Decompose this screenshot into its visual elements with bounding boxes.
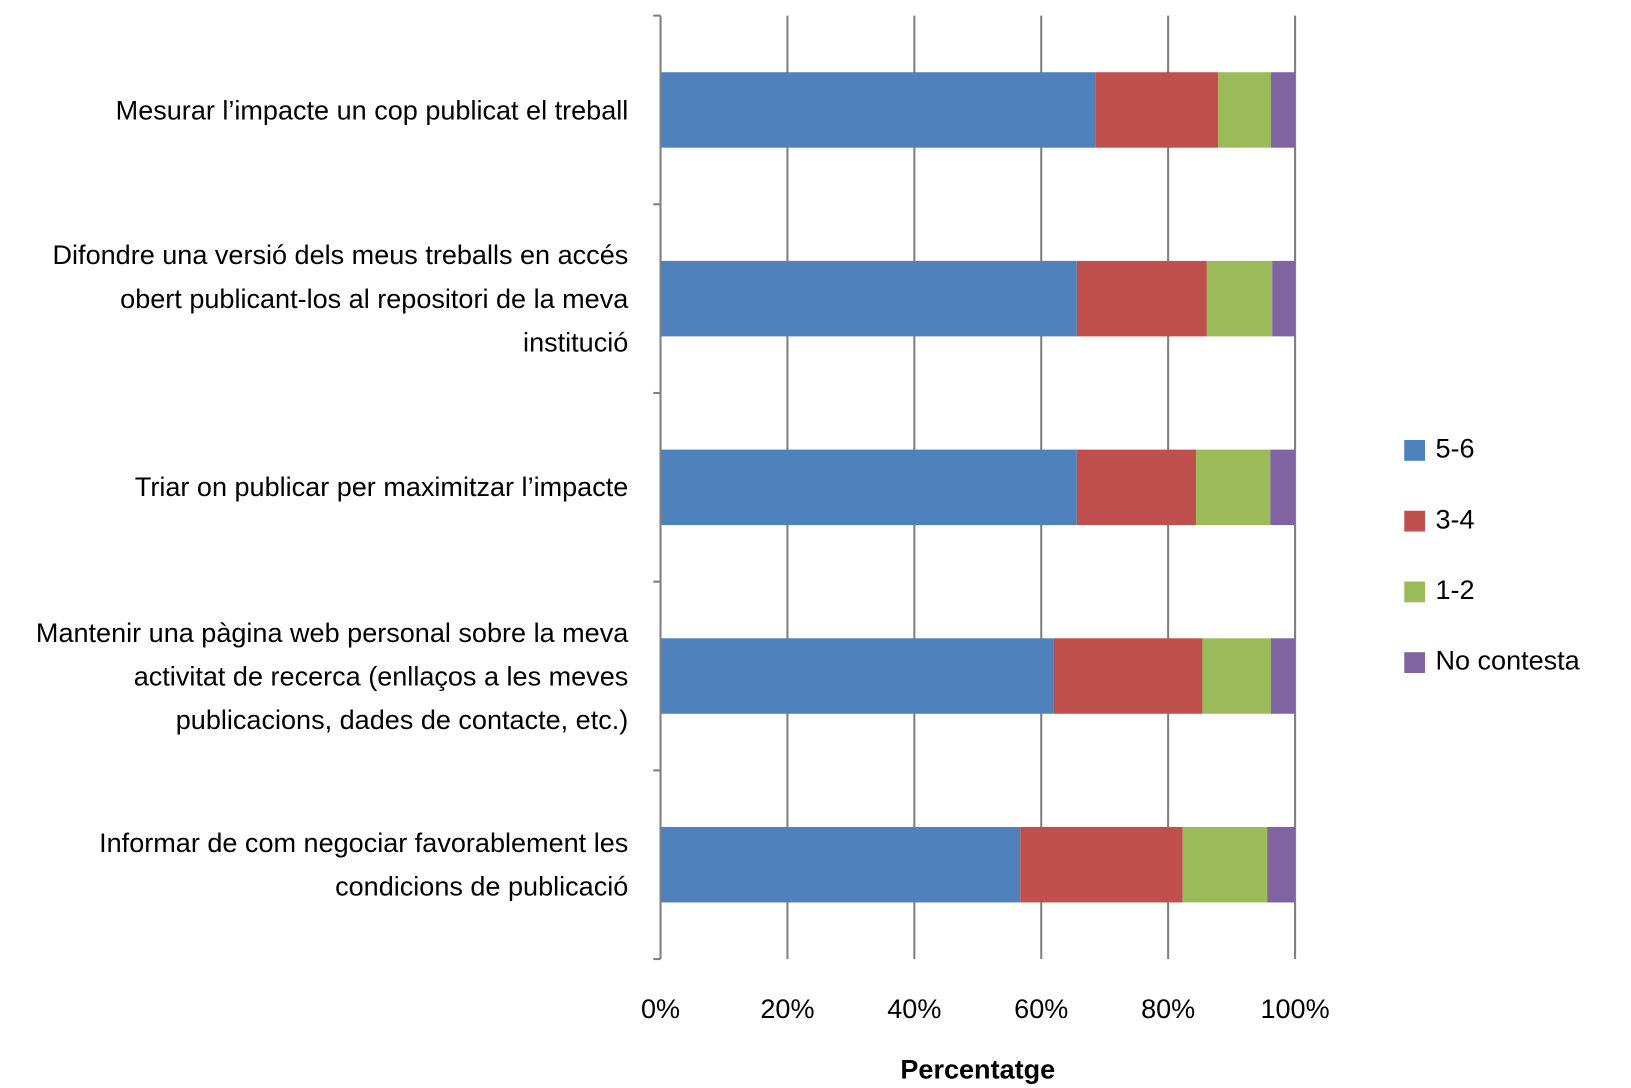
bar-segment	[1095, 72, 1219, 148]
bar-segment	[1270, 638, 1296, 714]
x-tick-label: 100%	[1260, 994, 1329, 1024]
x-tick-label: 60%	[1014, 994, 1068, 1024]
legend-label: 1-2	[1435, 575, 1474, 605]
x-tick-label: 20%	[760, 994, 814, 1024]
bar-segment	[1267, 826, 1296, 903]
legend-swatch	[1404, 652, 1426, 674]
category-label: Difondre una versió dels meus treballs e…	[10, 204, 629, 393]
category-label: Triar on publicar per maximitzar l’impac…	[10, 393, 628, 582]
category-text: Informar de com negociar favorablement l…	[99, 827, 629, 903]
bar-segment	[1076, 260, 1207, 337]
x-tick-label: 0%	[641, 994, 680, 1024]
x-tick-label: 40%	[887, 994, 941, 1024]
legend-label: No contesta	[1435, 646, 1580, 676]
bar-segment	[1270, 72, 1296, 148]
x-axis-title: Percentatge	[900, 1055, 1055, 1085]
category-label: Mesurar l’impacte un cop publicat el tre…	[10, 16, 629, 205]
category-text: Mesurar l’impacte un cop publicat el tre…	[115, 94, 629, 126]
legend-swatch	[1404, 440, 1426, 461]
legend-swatch	[1404, 581, 1426, 603]
bar-segment	[1020, 826, 1183, 903]
category-text: Triar on publicar per maximitzar l’impac…	[134, 471, 629, 503]
legend-label: 3-4	[1435, 504, 1474, 534]
bar-segment	[660, 72, 1096, 148]
bar-segment	[660, 638, 1054, 714]
bar-segment	[1218, 72, 1271, 148]
bar-segment	[1076, 449, 1197, 526]
category-label: Informar de com negociar favorablement l…	[10, 770, 628, 959]
bar-segment	[1202, 638, 1271, 714]
category-label: Mantenir una pàgina web personal sobre l…	[10, 582, 628, 771]
x-tick-label: 80%	[1141, 994, 1195, 1024]
legend-swatch	[1404, 510, 1426, 532]
bar-segment	[660, 449, 1077, 526]
bar-segment	[1272, 260, 1296, 337]
bar-segment	[1196, 449, 1271, 526]
category-text: Difondre una versió dels meus treballs e…	[52, 239, 629, 358]
bar-segment	[1270, 449, 1296, 526]
bar-segment	[1182, 826, 1268, 903]
category-text: Mantenir una pàgina web personal sobre l…	[35, 616, 629, 736]
bar-segment	[660, 826, 1021, 903]
bar-segment	[1206, 260, 1273, 337]
bar-segment	[1053, 638, 1203, 714]
legend-label: 5-6	[1435, 434, 1474, 464]
bar-segment	[660, 260, 1077, 337]
